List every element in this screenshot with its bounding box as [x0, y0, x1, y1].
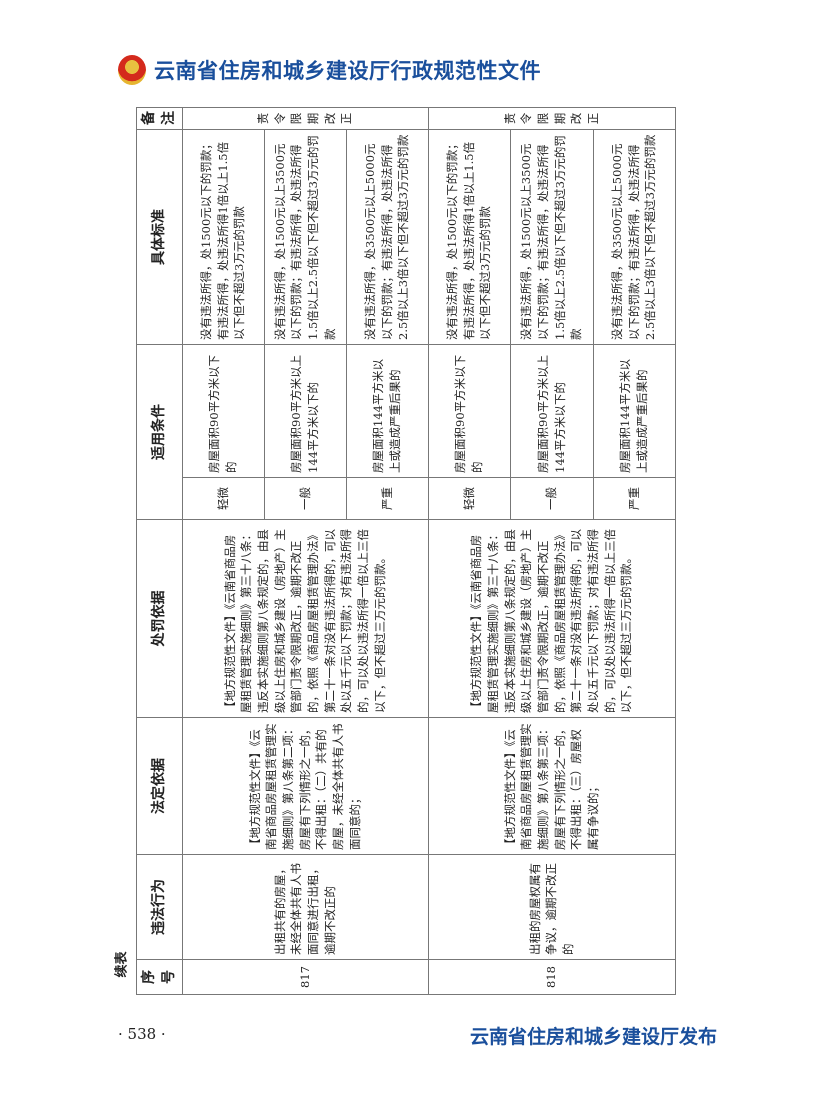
header-penalty-basis: 处罚依据	[136, 519, 183, 718]
standard-cell: 没有违法所得，处3500元以上5000元以下的罚款；有违法所得，处违法所得2.5…	[346, 129, 429, 345]
publisher-footer: 云南省住房和城乡建设厅发布	[470, 1026, 718, 1048]
violation-cell: 出租共有的房屋，未经全体共有人书面同意进行出租，逾期不改正的	[182, 854, 429, 960]
header-remark: 备注	[136, 107, 183, 130]
remark-cell: 责令限期改正	[428, 107, 676, 130]
standard-cell: 没有违法所得，处1500元以下的罚款；有违法所得，处违法所得1倍以上1.5倍以下…	[182, 129, 265, 345]
condition-cell: 房屋面积144平方米以上或造成严重后果的	[593, 344, 676, 478]
page-header: 云南省住房和城乡建设厅行政规范性文件	[118, 55, 541, 85]
level-cell: 严重	[346, 477, 429, 520]
header-violation: 违法行为	[136, 854, 183, 960]
row-number: 818	[428, 959, 676, 995]
penalty-basis-cell: 【地方规范性文件】《云南省商品房屋租赁管理实施细则》第三十八条：违反本实施细则第…	[428, 519, 676, 718]
condition-cell: 房屋面积90平方米以下的	[182, 344, 265, 478]
violation-cell: 出租的房屋权属有争议，逾期不改正的	[428, 854, 676, 960]
table-row: 817 出租共有的房屋，未经全体共有人书面同意进行出租，逾期不改正的 【地方规范…	[182, 107, 429, 995]
standard-cell: 没有违法所得，处3500元以上5000元以下的罚款；有违法所得，处违法所得2.5…	[593, 129, 676, 345]
condition-cell: 房屋面积90平方米以下的	[428, 344, 511, 478]
level-cell: 轻微	[428, 477, 511, 520]
condition-cell: 房屋面积90平方米以上144平方米以下的	[510, 344, 594, 478]
standard-cell: 没有违法所得，处1500元以上3500元以下的罚款；有违法所得，处违法所得1.5…	[264, 129, 347, 345]
row-number: 817	[182, 959, 429, 995]
header-title: 云南省住房和城乡建设厅行政规范性文件	[154, 59, 541, 83]
header-no: 序号	[136, 959, 183, 995]
standard-cell: 没有违法所得，处1500元以下的罚款；有违法所得，处违法所得1倍以上1.5倍以下…	[428, 129, 511, 345]
table-row: 818 出租的房屋权属有争议，逾期不改正的 【地方规范性文件】《云南省商品房屋租…	[428, 107, 676, 995]
level-cell: 一般	[264, 477, 347, 520]
standard-cell: 没有违法所得，处1500元以上3500元以下的罚款；有违法所得，处违法所得1.5…	[510, 129, 594, 345]
continued-label: 续表	[114, 951, 130, 978]
header-legal-basis: 法定依据	[136, 717, 183, 855]
penalty-table: 序号 违法行为 法定依据 处罚依据 适用条件 具体标准 备注 817 出租共有的…	[136, 107, 676, 995]
page-number: · 538 ·	[118, 1025, 166, 1043]
level-cell: 严重	[593, 477, 676, 520]
level-cell: 一般	[510, 477, 594, 520]
header-condition: 适用条件	[136, 344, 183, 520]
condition-cell: 房屋面积90平方米以上144平方米以下的	[264, 344, 347, 478]
legal-basis-cell: 【地方规范性文件】《云南省商品房屋租赁管理实施细则》第八条第二项：房屋有下列情形…	[182, 717, 429, 855]
table-header-row: 序号 违法行为 法定依据 处罚依据 适用条件 具体标准 备注	[136, 107, 183, 995]
level-cell: 轻微	[182, 477, 265, 520]
legal-basis-cell: 【地方规范性文件】《云南省商品房屋租赁管理实施细则》第八条第三项：房屋有下列情形…	[428, 717, 676, 855]
penalty-table-rotated: 序号 违法行为 法定依据 处罚依据 适用条件 具体标准 备注 817 出租共有的…	[136, 107, 676, 995]
penalty-basis-cell: 【地方规范性文件】《云南省商品房屋租赁管理实施细则》第三十八条：违反本实施细则第…	[182, 519, 429, 718]
header-standard: 具体标准	[136, 129, 183, 345]
remark-cell: 责令限期改正	[182, 107, 429, 130]
national-emblem-icon	[118, 55, 146, 85]
condition-cell: 房屋面积144平方米以上或造成严重后果的	[346, 344, 429, 478]
